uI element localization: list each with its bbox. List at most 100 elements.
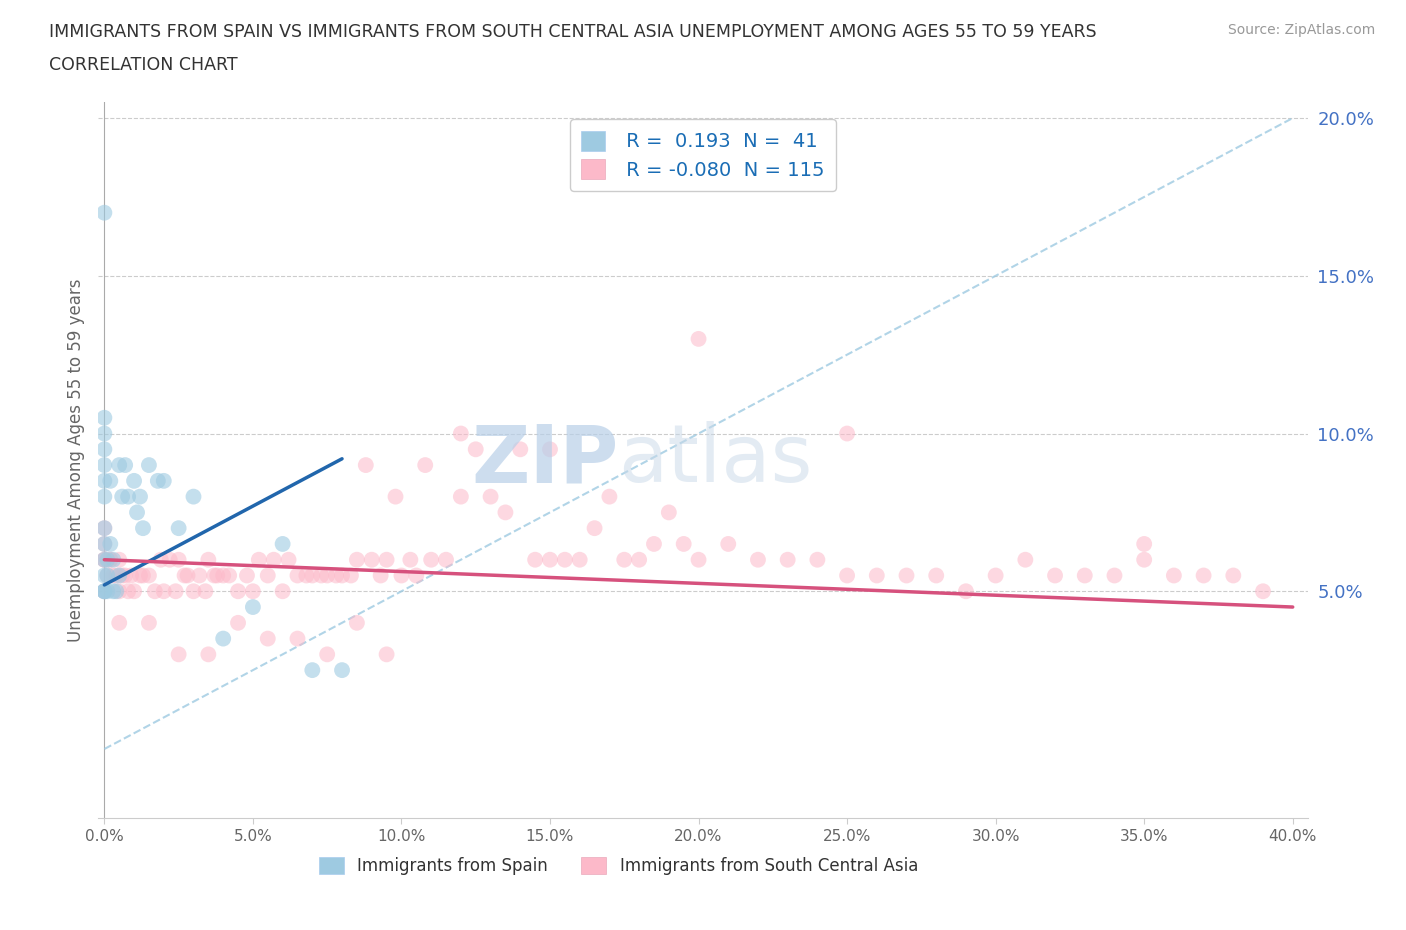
Point — [688, 552, 710, 567]
Point — [256, 631, 278, 646]
Point — [108, 552, 131, 567]
Point — [330, 568, 353, 583]
Point — [277, 552, 299, 567]
Point — [96, 552, 118, 567]
Point — [247, 552, 270, 567]
Point — [197, 647, 219, 662]
Point — [509, 442, 531, 457]
Point — [138, 616, 160, 631]
Point — [287, 568, 309, 583]
Point — [613, 552, 636, 567]
Point — [93, 552, 115, 567]
Point — [538, 442, 561, 457]
Point — [1133, 552, 1156, 567]
Point — [346, 616, 368, 631]
Point — [568, 552, 591, 567]
Point — [132, 521, 155, 536]
Point — [117, 489, 139, 504]
Point — [93, 537, 115, 551]
Point — [309, 568, 332, 583]
Point — [925, 568, 948, 583]
Point — [375, 647, 398, 662]
Point — [1222, 568, 1244, 583]
Point — [413, 458, 436, 472]
Point — [202, 568, 225, 583]
Point — [218, 568, 240, 583]
Point — [1192, 568, 1215, 583]
Point — [167, 647, 190, 662]
Point — [197, 552, 219, 567]
Point — [125, 505, 148, 520]
Point — [434, 552, 457, 567]
Point — [93, 584, 115, 599]
Text: IMMIGRANTS FROM SPAIN VS IMMIGRANTS FROM SOUTH CENTRAL ASIA UNEMPLOYMENT AMONG A: IMMIGRANTS FROM SPAIN VS IMMIGRANTS FROM… — [49, 23, 1097, 41]
Point — [658, 505, 681, 520]
Point — [212, 568, 235, 583]
Point — [256, 568, 278, 583]
Point — [806, 552, 828, 567]
Point — [96, 568, 118, 583]
Point — [105, 568, 128, 583]
Point — [194, 584, 217, 599]
Point — [866, 568, 889, 583]
Point — [391, 568, 413, 583]
Point — [464, 442, 486, 457]
Point — [360, 552, 382, 567]
Point — [688, 331, 710, 346]
Point — [93, 521, 115, 536]
Point — [955, 584, 977, 599]
Point — [108, 584, 131, 599]
Point — [98, 552, 121, 567]
Point — [108, 568, 131, 583]
Point — [405, 568, 427, 583]
Point — [108, 616, 131, 631]
Point — [96, 584, 118, 599]
Point — [93, 552, 115, 567]
Point — [316, 647, 339, 662]
Point — [183, 489, 205, 504]
Point — [93, 458, 115, 472]
Point — [554, 552, 576, 567]
Point — [93, 489, 115, 504]
Point — [450, 489, 472, 504]
Point — [747, 552, 769, 567]
Point — [132, 568, 155, 583]
Point — [598, 489, 620, 504]
Point — [114, 458, 136, 472]
Point — [479, 489, 502, 504]
Point — [346, 552, 368, 567]
Point — [450, 426, 472, 441]
Point — [129, 568, 152, 583]
Point — [122, 584, 145, 599]
Point — [325, 568, 347, 583]
Point — [114, 568, 136, 583]
Point — [271, 584, 294, 599]
Point — [93, 442, 115, 457]
Point — [354, 458, 377, 472]
Point — [236, 568, 259, 583]
Point — [295, 568, 318, 583]
Point — [242, 584, 264, 599]
Point — [1043, 568, 1066, 583]
Point — [1074, 568, 1097, 583]
Point — [271, 537, 294, 551]
Point — [111, 489, 134, 504]
Point — [93, 410, 115, 425]
Point — [111, 568, 134, 583]
Point — [330, 663, 353, 678]
Point — [226, 584, 249, 599]
Point — [149, 552, 172, 567]
Point — [165, 584, 187, 599]
Point — [120, 568, 142, 583]
Point — [122, 473, 145, 488]
Point — [105, 584, 128, 599]
Point — [370, 568, 392, 583]
Point — [93, 552, 115, 567]
Point — [129, 489, 152, 504]
Point — [103, 552, 125, 567]
Point — [173, 568, 195, 583]
Point — [420, 552, 443, 567]
Y-axis label: Unemployment Among Ages 55 to 59 years: Unemployment Among Ages 55 to 59 years — [66, 279, 84, 642]
Point — [538, 552, 561, 567]
Point — [399, 552, 422, 567]
